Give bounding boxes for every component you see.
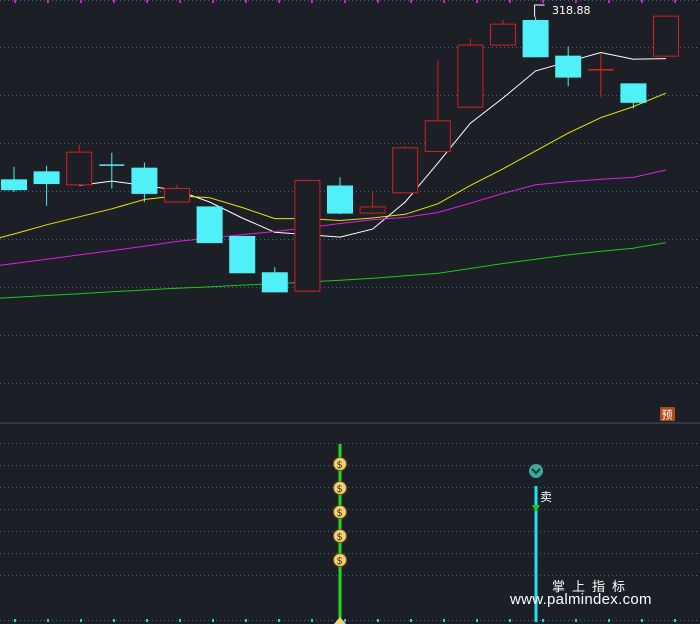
candle-body-up: [424, 120, 451, 153]
bottom-tick: [674, 619, 676, 622]
top-tick: [278, 0, 280, 3]
bottom-tick: [113, 619, 115, 622]
money-bag-symbol: $: [337, 460, 343, 471]
bottom-tick: [344, 619, 346, 622]
money-bag-symbol: $: [337, 484, 343, 495]
candle-body-up: [490, 23, 516, 46]
top-tick: [542, 0, 544, 3]
top-tick: [377, 0, 379, 3]
candle-body-down: [1, 179, 27, 191]
candle-body-up: [359, 206, 386, 214]
forecast-badge-label: 预: [662, 409, 673, 422]
top-tick: [608, 0, 610, 3]
money-bag-symbol: $: [337, 508, 343, 519]
money-bag-body: [333, 505, 347, 519]
sell-arrow-icon: [532, 505, 540, 512]
top-tick: [410, 0, 412, 3]
money-bag-body: [333, 481, 347, 495]
bottom-tick: [212, 619, 214, 622]
bottom-tick: [377, 619, 379, 622]
candle-body-up: [653, 15, 679, 57]
bottom-tick: [476, 619, 478, 622]
bottom-tick: [14, 619, 16, 622]
money-bag-symbol: $: [337, 532, 343, 543]
top-tick: [113, 0, 115, 3]
money-bag-icon: $: [333, 481, 347, 495]
top-tick: [575, 0, 577, 3]
buy-marker-base: [334, 617, 346, 624]
bottom-tick: [443, 619, 445, 622]
money-bag-icon: $: [333, 553, 347, 567]
candle-body-down: [555, 55, 582, 78]
candle-body-down: [261, 272, 288, 293]
top-tick: [476, 0, 478, 3]
bottom-tick: [575, 619, 577, 622]
forecast-badge: 预: [660, 407, 675, 422]
bottom-tick: [245, 619, 247, 622]
top-tick: [344, 0, 346, 3]
watermark-url: www.palmindex.com: [510, 591, 652, 608]
sell-signal-label: 卖: [540, 490, 552, 504]
money-bag-body: [333, 553, 347, 567]
candle-body-down: [131, 167, 158, 194]
candle-body-up: [294, 179, 321, 292]
ma-line-3: [0, 242, 667, 299]
bottom-tick: [311, 619, 313, 622]
top-tick: [80, 0, 82, 3]
top-tick: [245, 0, 247, 3]
top-tick: [179, 0, 181, 3]
bottom-tick: [542, 619, 544, 622]
money-bag-symbol: $: [337, 556, 343, 567]
top-tick: [509, 0, 511, 3]
max-price-marker: 318.88: [534, 4, 591, 17]
max-price-pointer: [534, 4, 545, 17]
bottom-tick: [278, 619, 280, 622]
bottom-tick: [608, 619, 610, 622]
top-tick: [641, 0, 643, 3]
candle-body-down: [327, 185, 353, 214]
bottom-tick: [80, 619, 82, 622]
candlesticks: [1, 15, 679, 293]
candle-body-up: [66, 151, 93, 186]
candle-body-up: [164, 187, 190, 203]
candle-body-down: [33, 171, 60, 185]
top-tick: [311, 0, 313, 3]
bottom-tick: [641, 619, 643, 622]
watermark-chinese: 掌上指标: [552, 580, 633, 595]
bottom-tick: [509, 619, 511, 622]
money-bag-icon: $: [333, 505, 347, 519]
candle-body-down: [620, 83, 647, 103]
candle-body-down: [522, 19, 549, 58]
ma-line-1: [0, 92, 667, 239]
bottom-tick: [179, 619, 181, 622]
top-tick: [212, 0, 214, 3]
sell-chevron-glyph: [531, 468, 541, 475]
signal-panel: 卖 $ $ $ $ $: [333, 444, 552, 624]
bottom-tick: [146, 619, 148, 622]
candle-body-down: [196, 206, 223, 244]
money-bag-body: [333, 457, 347, 471]
money-bag-icon: $: [333, 457, 347, 471]
bottom-tick: [410, 619, 412, 622]
ma-line-2: [0, 169, 667, 266]
top-tick: [443, 0, 445, 3]
candle-body-up: [457, 44, 484, 108]
top-tick: [146, 0, 148, 3]
top-tick: [674, 0, 676, 3]
bottom-tick: [47, 619, 49, 622]
money-bag-body: [333, 529, 347, 543]
top-tick: [14, 0, 16, 3]
top-tick: [47, 0, 49, 3]
candle-body-up: [392, 147, 419, 194]
sell-chevron-icon: [529, 464, 543, 478]
max-price-label: 318.88: [552, 4, 591, 17]
candle-body-down: [229, 235, 256, 274]
money-bag-icon: $: [333, 529, 347, 543]
moving-averages: [0, 51, 667, 299]
